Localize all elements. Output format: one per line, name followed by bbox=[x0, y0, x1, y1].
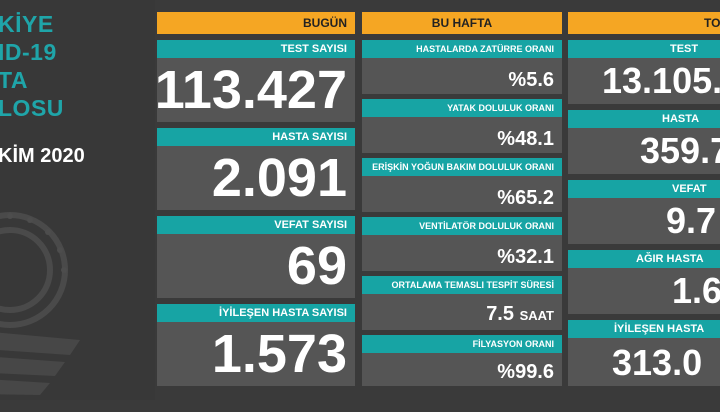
value-toplam-hasta: 359.7 bbox=[640, 130, 720, 171]
title-line-2: ID-19 bbox=[0, 39, 57, 65]
value-toplam-test: 13.105.6 bbox=[602, 60, 720, 101]
header-bu-hafta: BU HAFTA bbox=[362, 12, 562, 34]
card-yatak-doluluk-orani: YATAK DOLULUK ORANI %48.1 bbox=[362, 99, 562, 153]
card-zaturre-orani: HASTALARDA ZATÜRRE ORANI %5.6 bbox=[362, 40, 562, 94]
card-iyilesen-hasta-sayisi: İYİLEŞEN HASTA SAYISI 1.573 bbox=[157, 304, 355, 386]
card-temasli-tespit-suresi: ORTALAMA TEMASLI TESPİT SÜRESİ 7.5 SAAT bbox=[362, 276, 562, 330]
header-toplam: TO bbox=[568, 12, 720, 34]
value-hasta-sayisi: 2.091 bbox=[211, 148, 347, 208]
label-ventilator-doluluk-orani: VENTİLATÖR DOLULUK ORANI bbox=[362, 217, 562, 235]
title-line-1: KİYE bbox=[0, 11, 54, 37]
value-yogun-bakim-doluluk-orani: %65.2 bbox=[497, 187, 554, 209]
label-vefat-sayisi: VEFAT SAYISI bbox=[157, 216, 355, 234]
value-temasli-tespit-suresi: 7.5 SAAT bbox=[486, 302, 554, 328]
page-title: KİYE ID-19 TA LOSU bbox=[0, 10, 64, 122]
value-test-sayisi: 113.427 bbox=[154, 60, 347, 120]
card-yogun-bakim-doluluk-orani: ERİŞKİN YOĞUN BAKIM DOLULUK ORANI %65.2 bbox=[362, 158, 562, 212]
value-iyilesen-hasta-sayisi: 1.573 bbox=[211, 324, 347, 384]
value-temasli-tespit-suresi-number: 7.5 bbox=[486, 303, 514, 325]
label-toplam-test: TEST bbox=[568, 40, 720, 58]
report-date: KİM 2020 bbox=[0, 145, 85, 167]
left-branding-panel: KİYE ID-19 TA LOSU KİM 2020 bbox=[0, 0, 155, 400]
value-filyasyon-orani: %99.6 bbox=[497, 361, 554, 383]
card-filyasyon-orani: FİLYASYON ORANI %99.6 bbox=[362, 335, 562, 386]
label-hasta-sayisi: HASTA SAYISI bbox=[157, 128, 355, 146]
label-temasli-tespit-suresi: ORTALAMA TEMASLI TESPİT SÜRESİ bbox=[362, 276, 562, 294]
value-ventilator-doluluk-orani: %32.1 bbox=[497, 246, 554, 268]
ministry-emblem-icon bbox=[0, 212, 80, 395]
header-bugun: BUGÜN bbox=[157, 12, 355, 34]
card-toplam-test: TEST 13.105.6 bbox=[568, 40, 720, 104]
value-yatak-doluluk-orani: %48.1 bbox=[497, 128, 554, 150]
value-toplam-iyilesen-hasta: 313.0 bbox=[612, 342, 703, 383]
card-toplam-vefat: VEFAT 9.7 bbox=[568, 180, 720, 244]
value-vefat-sayisi: 69 bbox=[286, 236, 347, 296]
card-toplam-iyilesen-hasta: İYİLEŞEN HASTA 313.0 bbox=[568, 320, 720, 386]
label-toplam-iyilesen-hasta: İYİLEŞEN HASTA bbox=[568, 320, 720, 338]
column-toplam: TO TEST 13.105.6 HASTA 359.7 VEFAT 9.7 A… bbox=[568, 12, 720, 412]
card-ventilator-doluluk-orani: VENTİLATÖR DOLULUK ORANI %32.1 bbox=[362, 217, 562, 271]
card-vefat-sayisi: VEFAT SAYISI 69 bbox=[157, 216, 355, 298]
label-yogun-bakim-doluluk-orani: ERİŞKİN YOĞUN BAKIM DOLULUK ORANI bbox=[362, 158, 562, 176]
card-hasta-sayisi: HASTA SAYISI 2.091 bbox=[157, 128, 355, 210]
label-zaturre-orani: HASTALARDA ZATÜRRE ORANI bbox=[362, 40, 562, 58]
label-filyasyon-orani: FİLYASYON ORANI bbox=[362, 335, 562, 353]
value-zaturre-orani: %5.6 bbox=[508, 69, 554, 91]
card-test-sayisi: TEST SAYISI 113.427 bbox=[154, 40, 355, 122]
label-toplam-agir-hasta: AĞIR HASTA bbox=[568, 250, 720, 268]
card-toplam-hasta: HASTA 359.7 bbox=[568, 110, 720, 174]
value-temasli-tespit-suresi-unit: SAAT bbox=[519, 308, 554, 323]
label-test-sayisi: TEST SAYISI bbox=[157, 40, 355, 58]
label-toplam-vefat: VEFAT bbox=[568, 180, 720, 198]
label-iyilesen-hasta-sayisi: İYİLEŞEN HASTA SAYISI bbox=[157, 304, 355, 322]
card-toplam-agir-hasta: AĞIR HASTA 1.6 bbox=[568, 250, 720, 314]
label-yatak-doluluk-orani: YATAK DOLULUK ORANI bbox=[362, 99, 562, 117]
title-line-3: TA bbox=[0, 67, 28, 93]
label-toplam-hasta: HASTA bbox=[568, 110, 720, 128]
title-line-4: LOSU bbox=[0, 95, 64, 121]
value-toplam-vefat: 9.7 bbox=[666, 200, 717, 241]
value-toplam-agir-hasta: 1.6 bbox=[672, 270, 720, 311]
